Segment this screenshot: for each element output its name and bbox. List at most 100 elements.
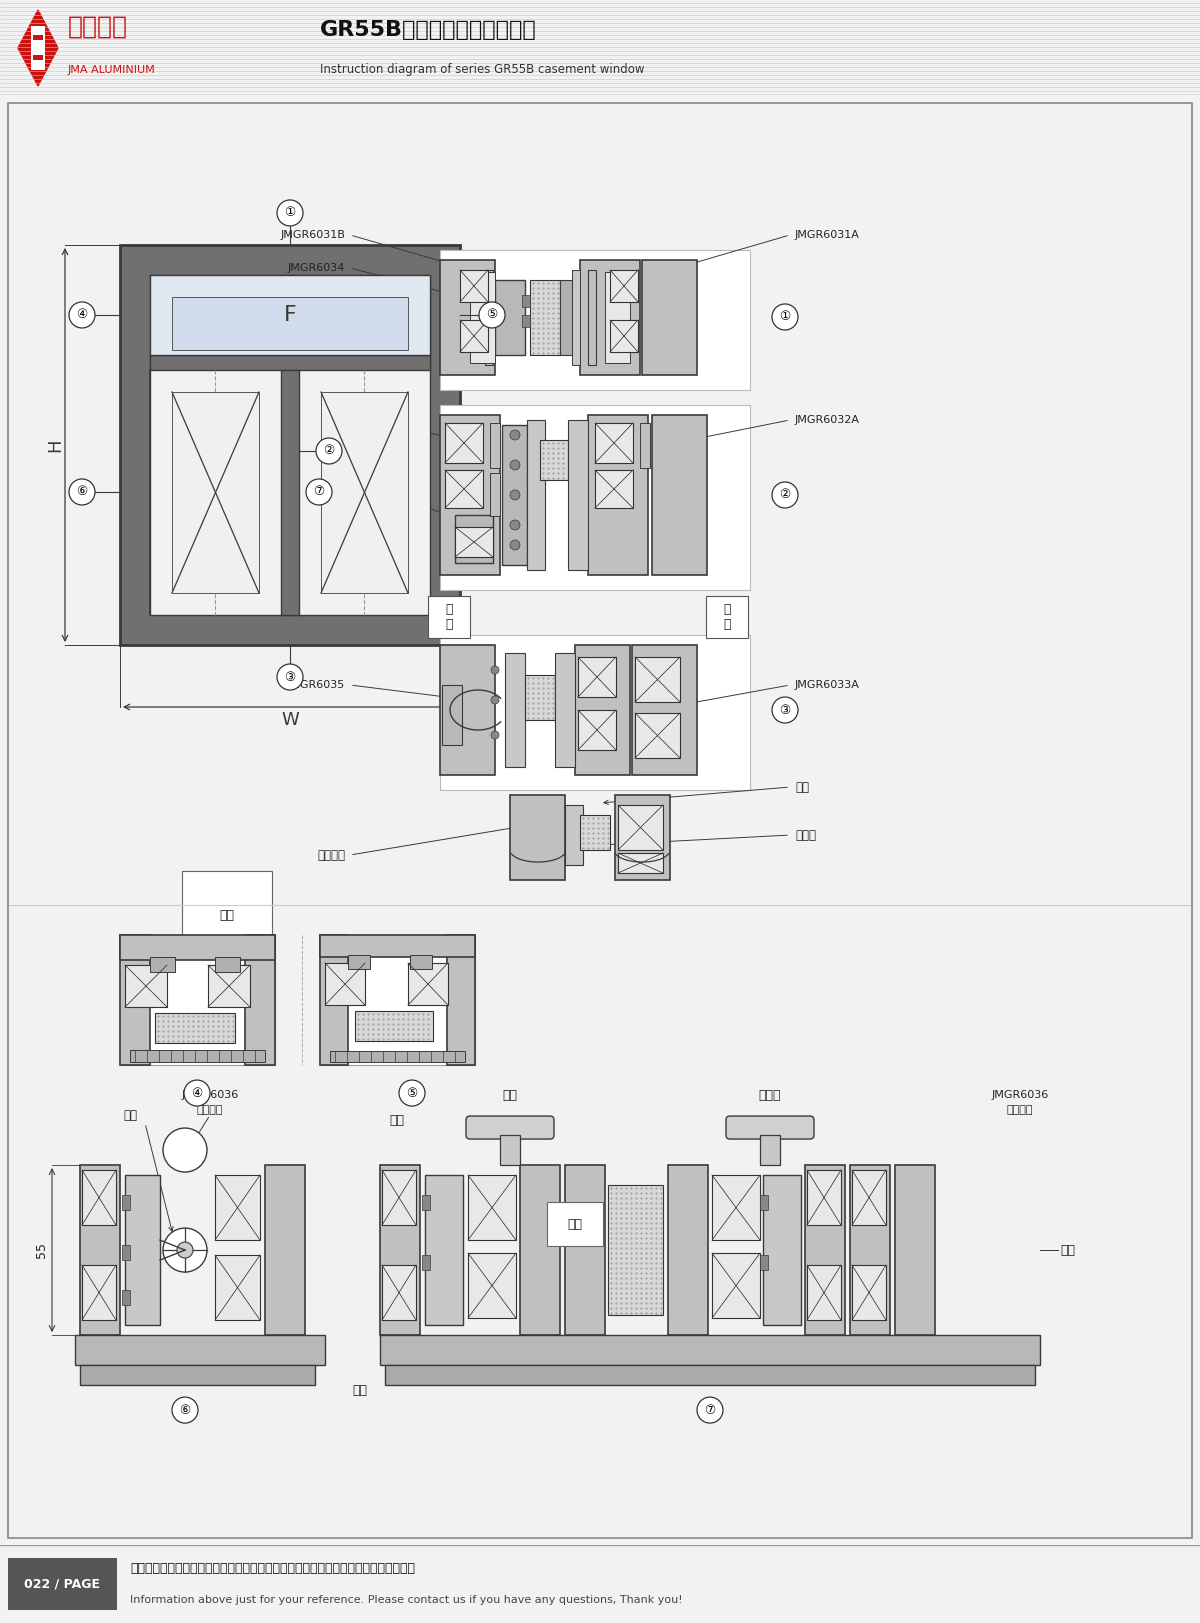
Bar bbox=[82, 1264, 116, 1319]
Bar bbox=[445, 471, 482, 508]
Bar bbox=[422, 1195, 430, 1211]
Bar bbox=[760, 1255, 768, 1271]
Text: Information above just for your reference. Please contact us if you have any que: Information above just for your referenc… bbox=[130, 1595, 683, 1605]
Bar bbox=[572, 269, 580, 365]
Bar bbox=[380, 1165, 420, 1336]
Circle shape bbox=[697, 1397, 722, 1423]
FancyBboxPatch shape bbox=[466, 1117, 554, 1139]
Bar bbox=[215, 958, 240, 972]
Bar bbox=[281, 370, 299, 615]
Bar bbox=[565, 805, 583, 865]
Bar bbox=[490, 424, 500, 467]
Bar bbox=[442, 685, 462, 745]
Bar bbox=[125, 1175, 160, 1324]
Bar bbox=[610, 320, 638, 352]
Bar bbox=[120, 245, 460, 644]
Bar bbox=[80, 1365, 314, 1384]
Bar bbox=[320, 935, 475, 958]
Bar bbox=[34, 55, 43, 60]
Bar bbox=[215, 1255, 260, 1319]
Circle shape bbox=[306, 479, 332, 505]
Bar bbox=[125, 966, 167, 1006]
Bar bbox=[31, 26, 46, 70]
Text: JMGR6033A: JMGR6033A bbox=[796, 680, 860, 690]
FancyBboxPatch shape bbox=[428, 596, 470, 638]
FancyBboxPatch shape bbox=[726, 1117, 814, 1139]
Bar bbox=[595, 471, 634, 508]
Text: Instruction diagram of series GR55B casement window: Instruction diagram of series GR55B case… bbox=[320, 63, 644, 76]
Bar bbox=[325, 962, 365, 1005]
Bar bbox=[382, 1170, 416, 1225]
Bar bbox=[122, 1195, 130, 1211]
Bar bbox=[500, 1134, 520, 1165]
Text: ③: ③ bbox=[284, 670, 295, 683]
Text: ⑦: ⑦ bbox=[704, 1404, 715, 1417]
Bar bbox=[120, 935, 275, 1065]
FancyBboxPatch shape bbox=[547, 1203, 604, 1246]
Text: 室外: 室外 bbox=[353, 1383, 367, 1396]
Circle shape bbox=[772, 696, 798, 722]
Bar bbox=[712, 1253, 760, 1318]
Bar bbox=[215, 1175, 260, 1240]
Bar bbox=[635, 657, 680, 703]
Text: ②: ② bbox=[779, 489, 791, 502]
Bar bbox=[852, 1264, 886, 1319]
Text: JMGR6036: JMGR6036 bbox=[991, 1091, 1049, 1100]
Bar bbox=[446, 935, 475, 1065]
Bar bbox=[568, 420, 588, 570]
Bar bbox=[805, 1165, 845, 1336]
Bar bbox=[595, 424, 634, 463]
Text: 鸭嘴胶: 鸭嘴胶 bbox=[796, 828, 816, 841]
FancyBboxPatch shape bbox=[8, 1558, 118, 1610]
Circle shape bbox=[184, 1079, 210, 1105]
Bar bbox=[520, 1165, 560, 1336]
Bar bbox=[468, 1253, 516, 1318]
Circle shape bbox=[163, 1128, 208, 1172]
Bar bbox=[560, 279, 572, 355]
Bar bbox=[150, 274, 430, 355]
Bar bbox=[526, 675, 554, 721]
Circle shape bbox=[70, 479, 95, 505]
Circle shape bbox=[277, 664, 302, 690]
Bar bbox=[712, 1175, 760, 1240]
Bar bbox=[440, 635, 750, 790]
Bar bbox=[485, 269, 493, 365]
Text: F: F bbox=[283, 305, 296, 325]
Text: 室
外: 室 外 bbox=[724, 604, 731, 631]
Text: JMA ALUMINIUM: JMA ALUMINIUM bbox=[68, 65, 156, 75]
Bar bbox=[455, 527, 493, 557]
Bar bbox=[425, 1175, 463, 1324]
Text: JMGR6031A: JMGR6031A bbox=[796, 230, 860, 240]
Text: 室内: 室内 bbox=[220, 909, 234, 922]
Bar bbox=[265, 1165, 305, 1336]
Bar bbox=[468, 1175, 516, 1240]
Bar bbox=[460, 269, 488, 302]
Circle shape bbox=[163, 1229, 208, 1272]
Bar bbox=[554, 652, 575, 768]
Bar bbox=[635, 712, 680, 758]
Bar bbox=[130, 1050, 265, 1061]
Circle shape bbox=[172, 1397, 198, 1423]
Bar bbox=[852, 1170, 886, 1225]
Text: 室内: 室内 bbox=[568, 1217, 582, 1230]
Text: JMGR6031B: JMGR6031B bbox=[280, 230, 346, 240]
Bar bbox=[150, 274, 430, 615]
Text: （角码）: （角码） bbox=[197, 1105, 223, 1115]
Circle shape bbox=[510, 540, 520, 550]
Bar bbox=[440, 415, 500, 575]
Bar bbox=[850, 1165, 890, 1336]
Bar bbox=[760, 1134, 780, 1165]
Text: 玻璃: 玻璃 bbox=[1060, 1243, 1075, 1256]
Text: ④: ④ bbox=[191, 1086, 203, 1099]
Bar bbox=[322, 393, 408, 592]
Bar bbox=[530, 279, 560, 355]
Bar bbox=[502, 425, 527, 565]
Bar bbox=[82, 1170, 116, 1225]
Text: ⑤: ⑤ bbox=[407, 1086, 418, 1099]
Text: JMGR6034: JMGR6034 bbox=[288, 263, 346, 273]
Bar bbox=[445, 424, 482, 463]
Circle shape bbox=[479, 302, 505, 328]
Text: 执手: 执手 bbox=[503, 1089, 517, 1102]
Bar bbox=[808, 1170, 841, 1225]
Bar bbox=[588, 269, 596, 365]
